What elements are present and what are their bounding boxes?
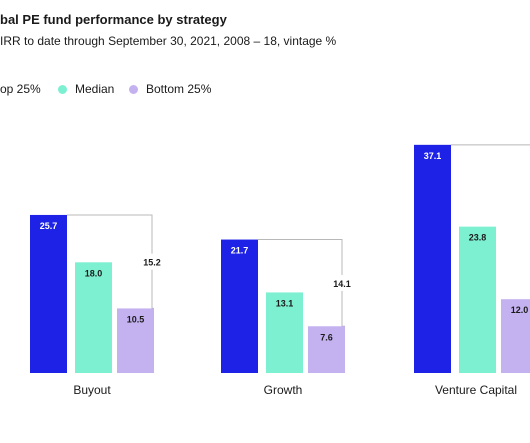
spread-label-bg: [138, 253, 166, 270]
bar: [266, 292, 303, 373]
spread-label: 15.2: [143, 258, 161, 268]
legend-item-bottom: Bottom 25%: [129, 82, 211, 96]
legend-label-median: Median: [75, 82, 115, 96]
data-label: 37.1: [424, 151, 442, 161]
category-label: Venture Capital: [435, 383, 517, 397]
bar: [459, 226, 496, 373]
data-label: 10.5: [127, 314, 145, 324]
chart-title: bal PE fund performance by strategy: [0, 12, 227, 27]
spread-label-bg: [328, 274, 356, 291]
chart-subtitle: IRR to date through September 30, 2021, …: [0, 34, 337, 48]
legend-item-median: Median: [58, 82, 114, 96]
bar: [414, 144, 451, 373]
category-label: Buyout: [73, 383, 111, 397]
bar: [308, 326, 345, 373]
data-label: 25.7: [40, 221, 58, 231]
data-label: 7.6: [320, 332, 333, 342]
bar: [30, 214, 67, 373]
spread-label: 14.1: [333, 279, 351, 289]
data-label: 13.1: [276, 298, 294, 308]
data-label: 12.0: [511, 305, 529, 315]
legend-label-bottom: Bottom 25%: [146, 82, 212, 96]
bar: [501, 299, 530, 373]
legend-item-top: op 25%: [0, 82, 41, 96]
legend-label-top: op 25%: [0, 82, 41, 96]
category-label: Growth: [264, 383, 303, 397]
data-label: 23.8: [469, 233, 487, 243]
legend-swatch-bottom: [129, 84, 138, 94]
data-label: 18.0: [85, 268, 103, 278]
bar: [221, 239, 258, 373]
legend-swatch-median: [58, 84, 67, 94]
spread-bracket: [451, 144, 530, 146]
bar: [75, 262, 112, 373]
data-label: 21.7: [231, 246, 249, 256]
bar: [117, 308, 154, 373]
